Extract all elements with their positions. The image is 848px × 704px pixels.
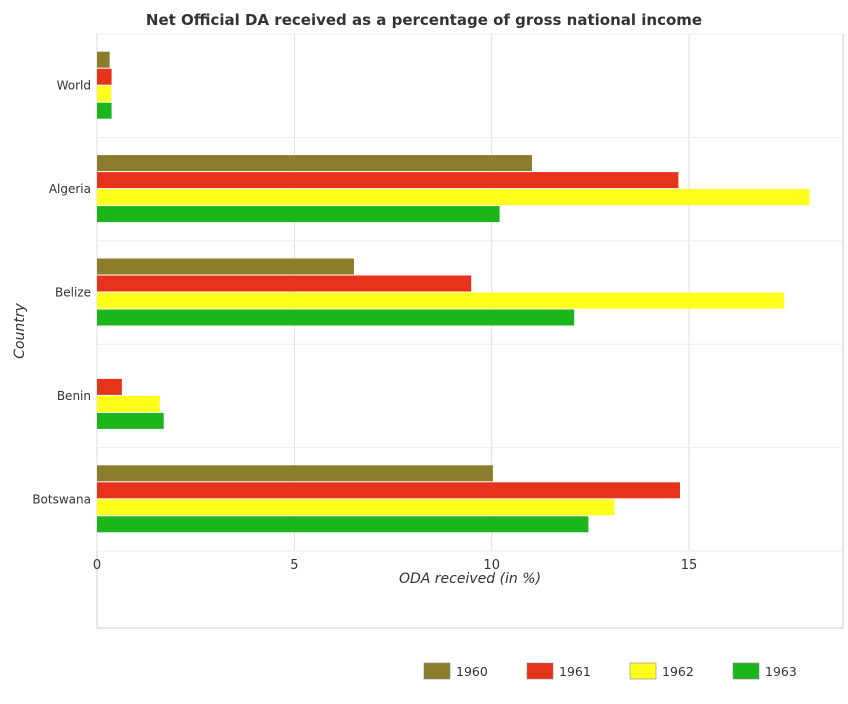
x-tick-label: 15 [681,558,698,573]
bar-botswana-1963 [97,516,589,533]
x-tick-label: 5 [290,558,298,573]
y-tick-labels: World Algeria Belize Benin Botswana [32,79,91,507]
x-tick-label: 0 [93,558,101,573]
bar-belize-1963 [97,309,575,326]
x-axis-label: ODA received (in %) [399,571,541,587]
bar-benin-1963 [97,412,164,429]
bar-botswana-1961 [97,482,680,499]
bars [97,51,810,533]
legend-label-1960: 1960 [456,664,488,679]
bar-algeria-1963 [97,206,500,223]
bar-algeria-1960 [97,155,532,172]
bar-algeria-1961 [97,172,679,189]
legend: 1960 1961 1962 1963 [423,662,797,680]
legend-swatch-1960 [423,662,451,680]
bar-world-1960 [97,51,110,68]
chart-title: Net Official DA received as a percentage… [146,11,702,29]
y-tick-label: Botswana [32,492,91,506]
bar-benin-1961 [97,378,122,395]
legend-label-1963: 1963 [765,664,797,679]
y-axis-label: Country [12,302,28,358]
legend-label-1961: 1961 [559,664,591,679]
x-tick-label: 10 [483,558,500,573]
plot-area [96,33,844,629]
legend-swatch-1961 [526,662,554,680]
y-tick-label: Benin [57,389,91,403]
bar-world-1963 [97,102,112,119]
bar-world-1962 [97,85,112,102]
bar-belize-1962 [97,292,785,309]
x-tick-labels: 0 5 10 15 [93,558,697,573]
y-tick-label: Algeria [49,182,91,196]
legend-label-1962: 1962 [662,664,694,679]
y-tick-label: Belize [55,286,91,300]
bar-benin-1962 [97,395,160,412]
legend-swatch-1962 [629,662,657,680]
bar-belize-1961 [97,275,472,292]
bar-botswana-1962 [97,499,615,516]
bar-belize-1960 [97,258,354,275]
y-tick-label: World [57,79,91,93]
bar-botswana-1960 [97,465,493,482]
legend-swatch-1963 [732,662,760,680]
bar-world-1961 [97,68,112,85]
bar-algeria-1962 [97,189,810,206]
